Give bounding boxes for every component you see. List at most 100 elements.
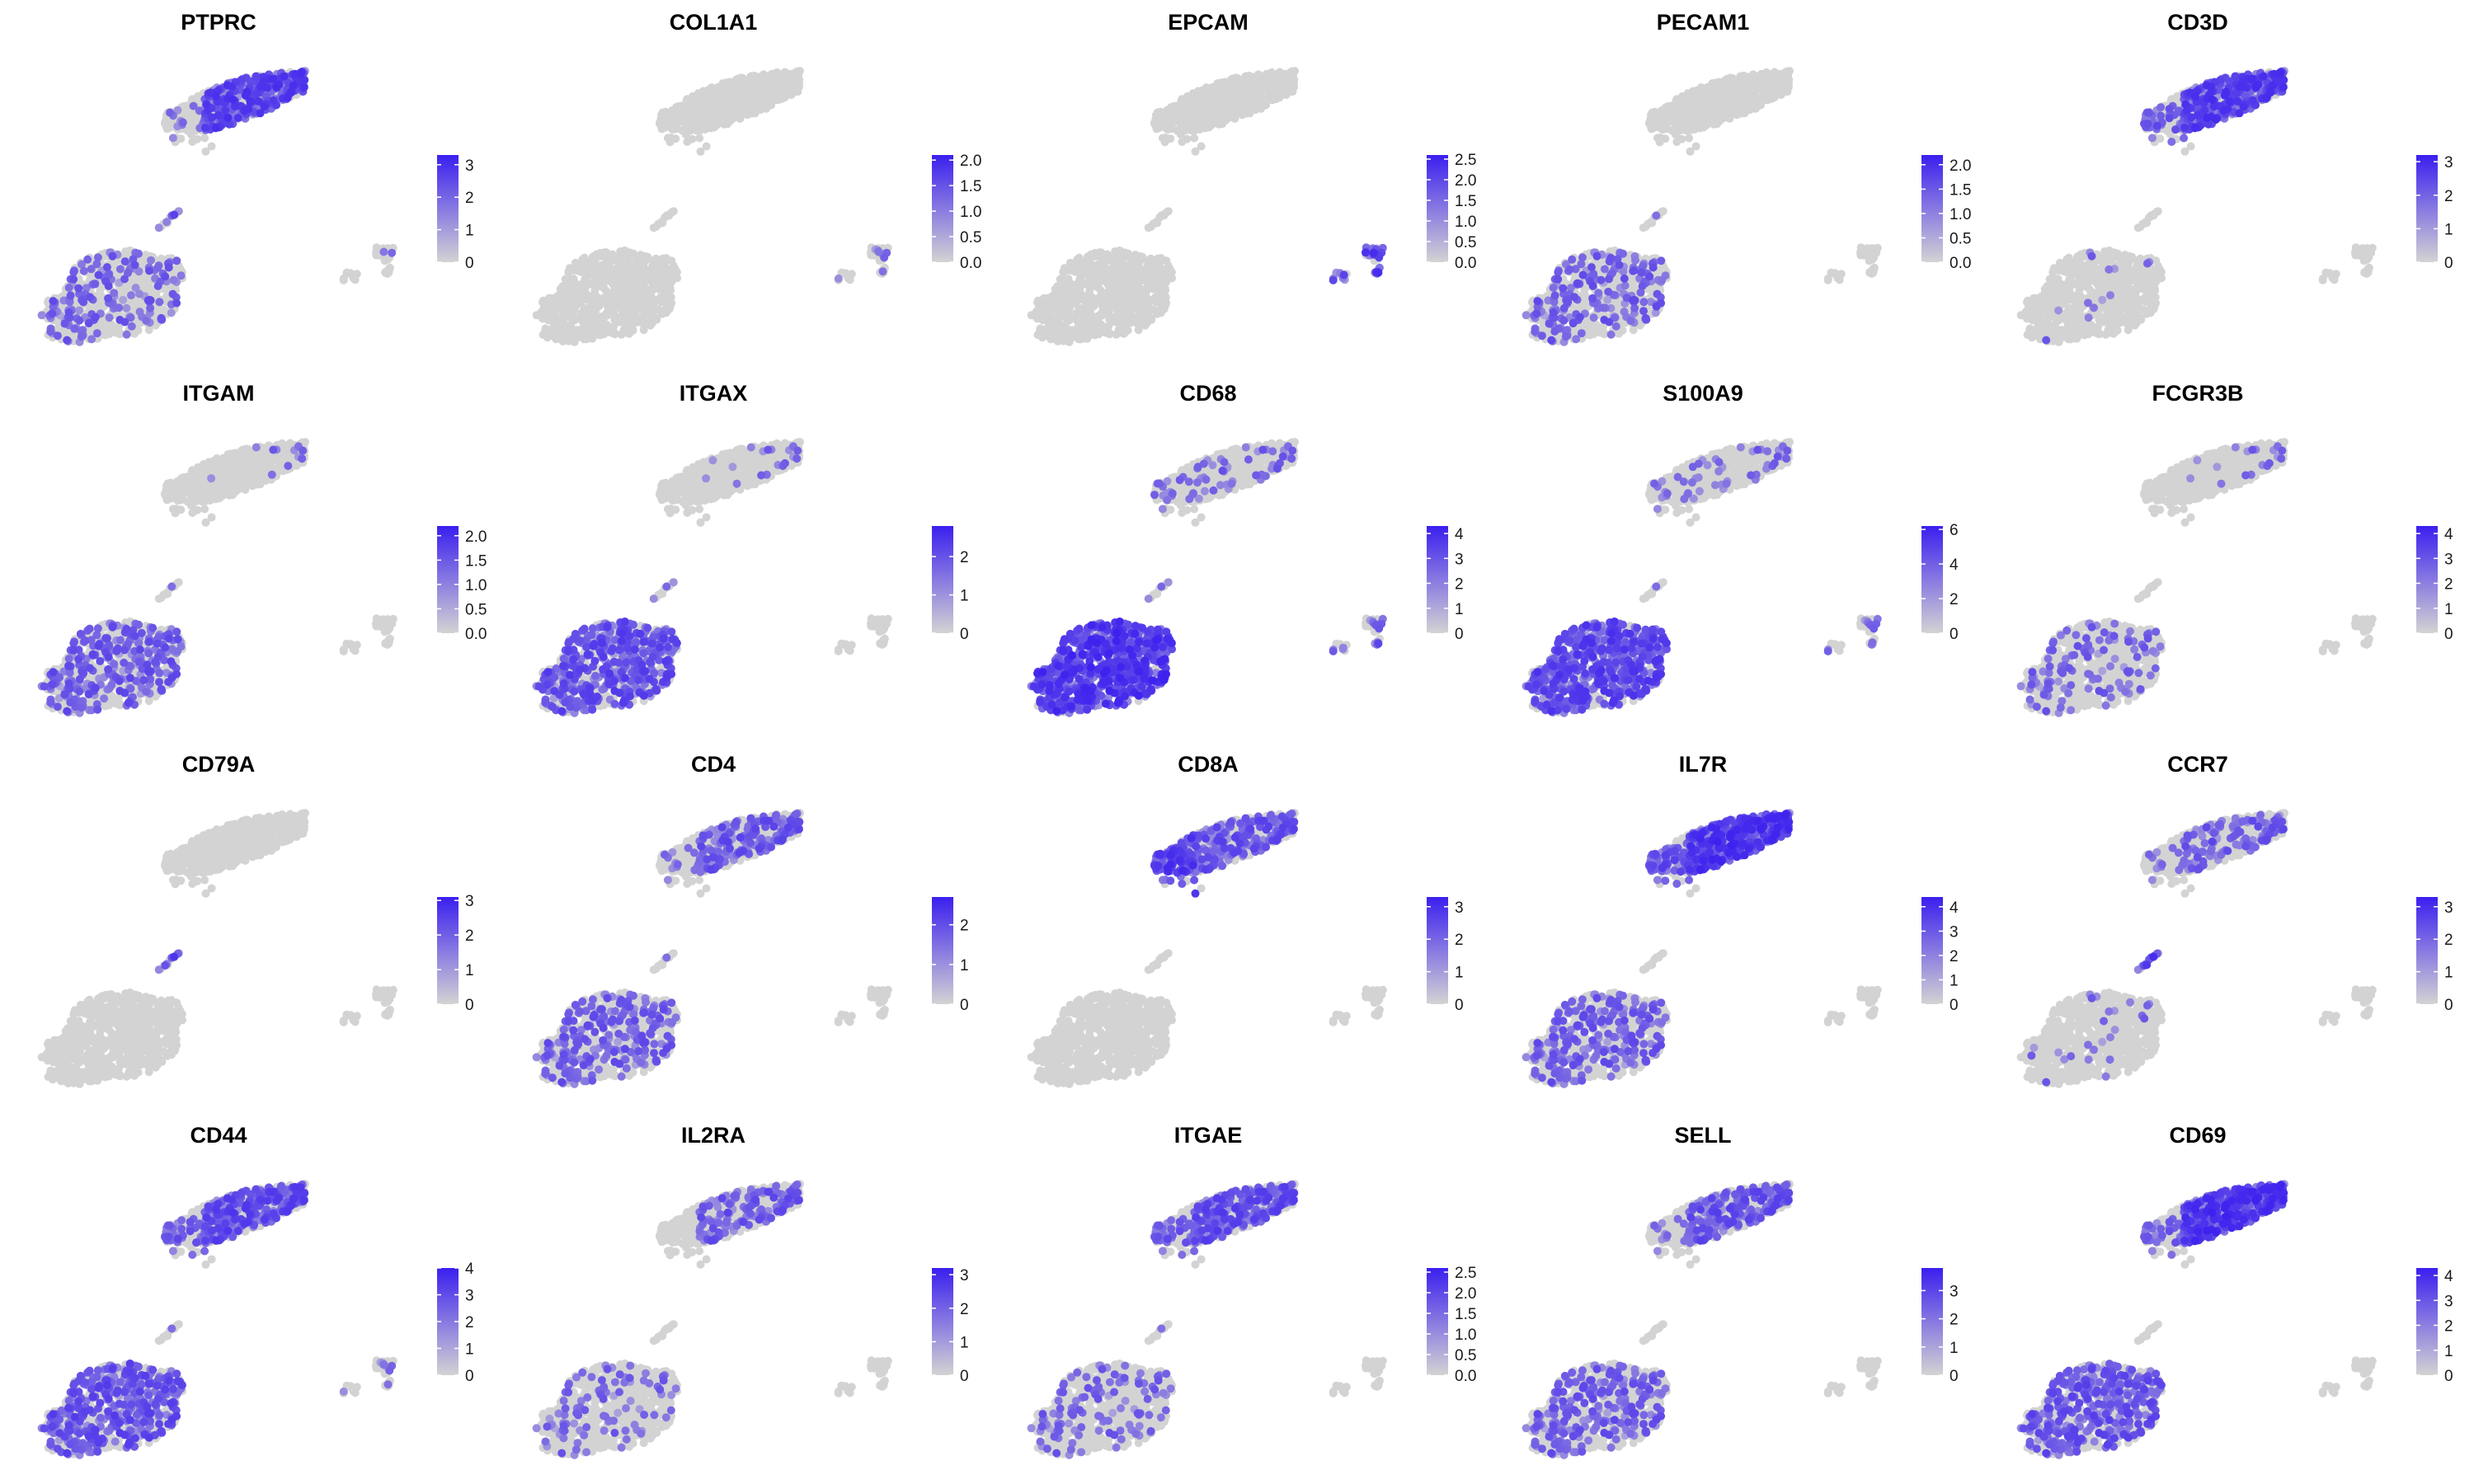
data-point <box>1752 104 1761 113</box>
data-point <box>1686 147 1695 156</box>
data-point <box>1745 96 1754 105</box>
data-point <box>564 336 573 345</box>
data-point <box>727 109 736 118</box>
data-point <box>1146 254 1155 263</box>
data-point <box>1083 320 1092 329</box>
color-bar <box>932 155 953 262</box>
data-point <box>1672 96 1681 106</box>
data-point <box>681 130 690 139</box>
data-point <box>1191 147 1200 156</box>
data-point <box>674 102 683 110</box>
data-point <box>1780 77 1790 86</box>
data-point <box>1199 111 1208 120</box>
data-point <box>702 142 711 151</box>
data-point <box>1190 134 1199 143</box>
data-point <box>677 113 685 122</box>
data-point <box>631 285 640 294</box>
legend-tick-label: 2 <box>465 190 474 207</box>
data-point <box>172 256 181 265</box>
data-point <box>563 292 572 301</box>
data-point <box>201 147 210 156</box>
data-point <box>1362 248 1370 257</box>
data-point <box>1225 78 1234 87</box>
data-point <box>120 257 129 266</box>
data-point <box>554 331 563 340</box>
data-point <box>706 96 715 105</box>
data-point <box>1661 134 1670 143</box>
data-point <box>549 322 558 331</box>
data-point <box>1653 118 1663 127</box>
data-point <box>91 279 100 289</box>
data-point <box>189 101 198 110</box>
data-point <box>1156 107 1165 116</box>
data-point <box>656 219 665 228</box>
data-point <box>589 291 597 300</box>
data-point <box>85 303 94 312</box>
data-point <box>1133 294 1142 303</box>
data-point <box>1058 292 1067 301</box>
data-point <box>1714 87 1724 96</box>
data-point <box>606 328 615 337</box>
data-point <box>193 113 202 121</box>
data-point <box>1131 251 1140 260</box>
data-point <box>789 85 798 94</box>
data-point <box>611 304 620 313</box>
data-point <box>1156 254 1165 263</box>
data-point <box>642 311 651 320</box>
data-point <box>667 298 676 308</box>
data-point <box>652 305 661 314</box>
data-point <box>1077 272 1086 280</box>
data-point <box>346 270 355 278</box>
data-point <box>570 306 579 315</box>
data-point <box>1141 318 1150 327</box>
data-point <box>755 87 764 96</box>
data-point <box>66 291 75 300</box>
legend-tick-label: 0 <box>465 255 474 272</box>
data-point <box>722 78 731 87</box>
data-point <box>93 253 102 262</box>
data-point <box>1286 77 1295 86</box>
data-point <box>105 270 114 279</box>
data-point <box>1238 110 1247 120</box>
data-point <box>1099 260 1108 269</box>
data-point <box>874 247 883 256</box>
data-point <box>661 286 670 295</box>
data-point <box>568 315 577 324</box>
data-point <box>657 266 666 275</box>
data-point <box>212 123 220 132</box>
data-point <box>716 96 725 106</box>
data-point <box>1711 78 1720 87</box>
data-point <box>142 317 151 325</box>
data-point <box>141 251 150 260</box>
data-point <box>231 102 239 111</box>
data-point <box>1122 275 1131 284</box>
data-point <box>1250 87 1259 96</box>
data-point <box>1705 96 1714 106</box>
data-point <box>1216 78 1225 87</box>
data-point <box>784 75 793 84</box>
data-point <box>1232 99 1241 108</box>
data-point <box>1244 71 1253 80</box>
data-point <box>1645 219 1654 228</box>
data-point <box>111 328 120 337</box>
data-point <box>1369 248 1378 257</box>
data-point <box>589 252 598 261</box>
data-point <box>1059 336 1068 345</box>
data-point <box>130 261 139 270</box>
data-point <box>1696 96 1705 105</box>
data-point <box>1052 286 1061 295</box>
data-point <box>87 272 96 280</box>
data-point <box>769 94 778 103</box>
data-point <box>233 114 242 122</box>
data-point <box>651 254 661 263</box>
data-point <box>1159 118 1168 127</box>
data-point <box>1093 314 1102 323</box>
data-point <box>127 291 135 300</box>
data-point <box>1160 209 1169 218</box>
data-point <box>1094 261 1102 270</box>
data-point <box>1230 91 1239 100</box>
data-point <box>136 299 145 308</box>
data-point <box>1201 96 1210 105</box>
data-point <box>79 266 88 275</box>
